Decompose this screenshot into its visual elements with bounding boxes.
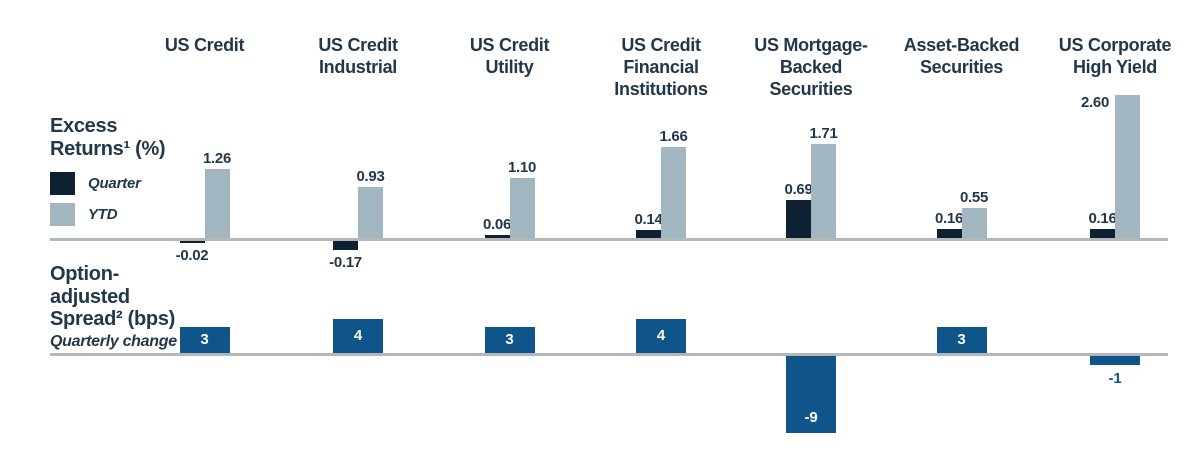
ytd-value-label: 0.93: [356, 167, 385, 185]
ytd-bar: [358, 186, 383, 238]
quarter-legend-swatch: [50, 172, 75, 195]
spread-value-label: 3: [200, 331, 209, 349]
spread-title-line3: Spread² (bps): [50, 308, 175, 330]
spread-value-label: 4: [656, 326, 666, 344]
spread-bar: [333, 318, 383, 353]
ytd-bar: [811, 143, 836, 238]
spread-title-line1: Option-: [50, 263, 119, 285]
spread-bar: [1090, 356, 1140, 365]
ytd-value-label: 1.71: [809, 124, 838, 142]
spread-bar: [786, 356, 836, 434]
quarter-value-label: 0.06: [483, 215, 511, 233]
quarter-value-label: -0.02: [175, 247, 209, 264]
excess-returns-title: Excess Returns¹ (%): [50, 115, 166, 160]
column-header: US Credit Financial Institutions: [614, 35, 708, 99]
column-header: US Credit Utility: [469, 35, 550, 77]
excess-baseline: [50, 238, 1168, 241]
spread-value-label: 4: [353, 326, 363, 344]
spread-subtitle: Quarterly change: [50, 333, 177, 350]
excess-returns-title-line2: Returns¹ (%): [50, 137, 166, 160]
quarter-bar: [786, 200, 811, 238]
quarter-value-label: 0.16: [1088, 210, 1117, 228]
spread-baseline: [50, 353, 1168, 356]
column-header: US Credit: [164, 35, 245, 55]
column-header: US Mortgage- Backed Securities: [754, 35, 868, 99]
quarter-value-label: 0.14: [634, 211, 663, 229]
column-header: US Corporate High Yield: [1058, 35, 1172, 77]
ytd-bar: [509, 177, 535, 238]
column-header: US Credit Industrial: [318, 35, 398, 77]
quarter-value-label: 0.16: [935, 210, 963, 228]
spread-title: Option- adjusted Spread² (bps): [50, 263, 175, 331]
quarter-bar: [484, 234, 510, 238]
quarter-bar: [636, 230, 661, 238]
legend-row-ytd: YTD: [50, 203, 118, 226]
excess-returns-title-line1: Excess: [50, 115, 118, 137]
ytd-legend-swatch: [50, 203, 75, 226]
ytd-legend-label: YTD: [88, 206, 118, 223]
ytd-bar: [961, 207, 987, 238]
ytd-bar: [1115, 95, 1140, 238]
quarter-bar: [333, 241, 358, 251]
quarter-bar: [936, 229, 962, 238]
column-header: Asset-Backed Securities: [903, 35, 1020, 77]
ytd-bar: [661, 146, 686, 238]
spread-value-label: 3: [505, 331, 514, 349]
spread-title-line2: adjusted: [50, 285, 130, 308]
ytd-value-label: 1.10: [508, 158, 536, 176]
quarter-bar: [179, 241, 205, 243]
ytd-value-label: 2.60: [1081, 94, 1109, 111]
ytd-bar: [204, 168, 230, 238]
ytd-value-label: 0.55: [960, 188, 988, 206]
spread-bar: [636, 318, 686, 353]
ytd-value-label: 1.66: [659, 127, 688, 145]
spread-bar: [484, 327, 535, 353]
quarter-legend-label: Quarter: [88, 175, 141, 192]
quarter-value-label: -0.17: [329, 254, 362, 272]
spread-value-label: -1: [1108, 369, 1122, 387]
legend-row-quarter: Quarter: [50, 172, 141, 195]
spread-value-label: -9: [804, 409, 818, 427]
ytd-value-label: 1.26: [203, 149, 231, 167]
quarter-bar: [1090, 229, 1115, 238]
quarter-value-label: 0.69: [784, 181, 813, 199]
spread-bar: [936, 327, 987, 353]
spread-value-label: 3: [957, 331, 966, 349]
spread-bar: [179, 327, 230, 353]
